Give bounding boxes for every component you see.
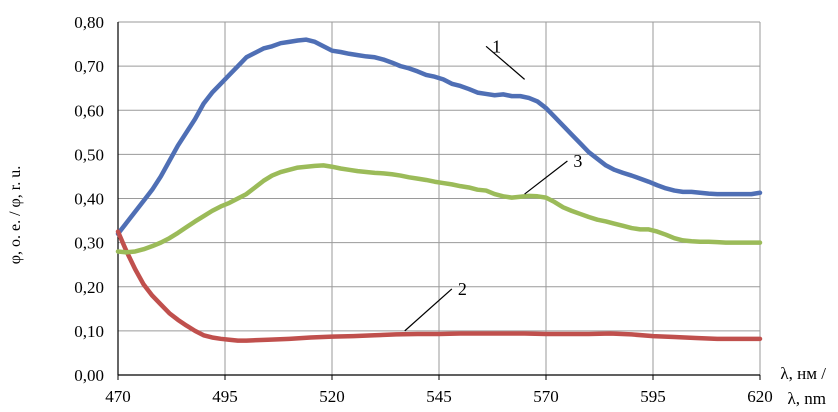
x-tick-label: 495 — [212, 387, 238, 406]
tick-labels: 0,00 0,10 0,20 0,30 0,40 0,50 0,60 0,70 0,80 470 4… — [74, 13, 773, 406]
curve-labels: 1 2 3 — [404, 36, 582, 332]
y-tick-label: 0,00 — [74, 366, 104, 385]
x-axis-label-line2: λ, nm — [788, 389, 826, 408]
series-line-3 — [115, 163, 763, 255]
curve-label-3: 3 — [573, 151, 582, 171]
grid-lines — [118, 21, 761, 375]
y-tick-label: 0,70 — [74, 57, 104, 76]
x-tick-label: 470 — [105, 387, 131, 406]
curve-label-2: 2 — [458, 279, 467, 299]
y-tick-label: 0,20 — [74, 278, 104, 297]
y-tick-label: 0,60 — [74, 101, 104, 120]
axes — [117, 22, 761, 380]
x-tick-label: 570 — [533, 387, 559, 406]
x-tick-label: 595 — [640, 387, 666, 406]
y-tick-label: 0,10 — [74, 322, 104, 341]
curve-label-1: 1 — [492, 36, 501, 56]
x-tick-label: 620 — [747, 387, 773, 406]
series-line-1 — [115, 37, 763, 237]
leader-line-3 — [524, 160, 568, 195]
leader-line-2 — [404, 288, 453, 332]
series-line-2 — [115, 229, 763, 343]
y-tick-label: 0,50 — [74, 145, 104, 164]
y-tick-label: 0,80 — [74, 13, 104, 32]
series-lines — [115, 37, 763, 343]
x-tick-label: 545 — [426, 387, 452, 406]
y-axis-label: φ, о. е. / φ, r. u. — [7, 166, 24, 264]
leader-line-1 — [485, 45, 525, 80]
x-axis-label-line1: λ, нм / — [780, 364, 826, 383]
y-tick-label: 0,40 — [74, 190, 104, 209]
x-tick-label: 520 — [319, 387, 345, 406]
y-tick-label: 0,30 — [74, 234, 104, 253]
